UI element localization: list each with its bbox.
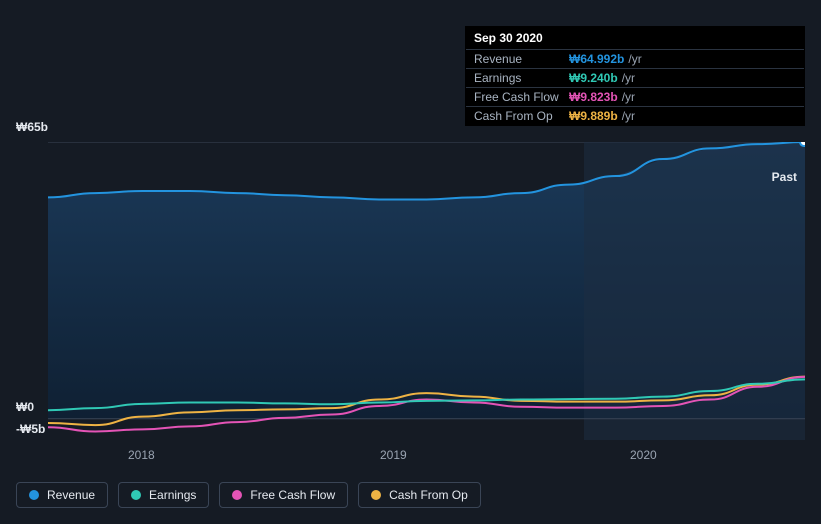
- legend-label: Revenue: [47, 488, 95, 502]
- legend-item[interactable]: Cash From Op: [358, 482, 481, 508]
- highlight-region: [584, 142, 805, 440]
- tooltip: Sep 30 2020 Revenue₩64.992b/yrEarnings₩9…: [465, 26, 805, 126]
- tooltip-row-label: Cash From Op: [474, 109, 569, 123]
- legend-label: Cash From Op: [389, 488, 468, 502]
- legend-item[interactable]: Revenue: [16, 482, 108, 508]
- y-axis-label: ₩65b: [16, 120, 48, 134]
- legend-dot: [131, 490, 141, 500]
- legend-label: Earnings: [149, 488, 196, 502]
- tooltip-row-value: ₩9.823b: [569, 90, 618, 104]
- tooltip-row: Revenue₩64.992b/yr: [466, 49, 804, 68]
- tooltip-row-value: ₩64.992b: [569, 52, 624, 66]
- legend-dot: [232, 490, 242, 500]
- y-axis-label: ₩0: [16, 400, 34, 414]
- legend-dot: [371, 490, 381, 500]
- cursor-dot: [800, 142, 805, 146]
- tooltip-row-value: ₩9.240b: [569, 71, 618, 85]
- legend-label: Free Cash Flow: [250, 488, 335, 502]
- tooltip-row: Earnings₩9.240b/yr: [466, 68, 804, 87]
- x-axis-label: 2019: [380, 448, 407, 462]
- tooltip-row: Cash From Op₩9.889b/yr: [466, 106, 804, 125]
- tooltip-row-unit: /yr: [628, 52, 641, 66]
- tooltip-row-label: Earnings: [474, 71, 569, 85]
- tooltip-date: Sep 30 2020: [466, 27, 804, 49]
- legend: Revenue Earnings Free Cash Flow Cash From O…: [16, 482, 481, 508]
- tooltip-row-label: Free Cash Flow: [474, 90, 569, 104]
- tooltip-row: Free Cash Flow₩9.823b/yr: [466, 87, 804, 106]
- plot: Past: [48, 142, 805, 440]
- x-axis-label: 2018: [128, 448, 155, 462]
- x-axis-label: 2020: [630, 448, 657, 462]
- legend-dot: [29, 490, 39, 500]
- chart-area: ₩65b₩0-₩5b Past 201820192020: [16, 120, 805, 440]
- legend-item[interactable]: Earnings: [118, 482, 209, 508]
- tooltip-row-unit: /yr: [622, 90, 635, 104]
- y-axis-label: -₩5b: [16, 422, 45, 436]
- tooltip-row-value: ₩9.889b: [569, 109, 618, 123]
- past-label: Past: [772, 170, 797, 184]
- tooltip-row-label: Revenue: [474, 52, 569, 66]
- tooltip-row-unit: /yr: [622, 109, 635, 123]
- tooltip-row-unit: /yr: [622, 71, 635, 85]
- legend-item[interactable]: Free Cash Flow: [219, 482, 348, 508]
